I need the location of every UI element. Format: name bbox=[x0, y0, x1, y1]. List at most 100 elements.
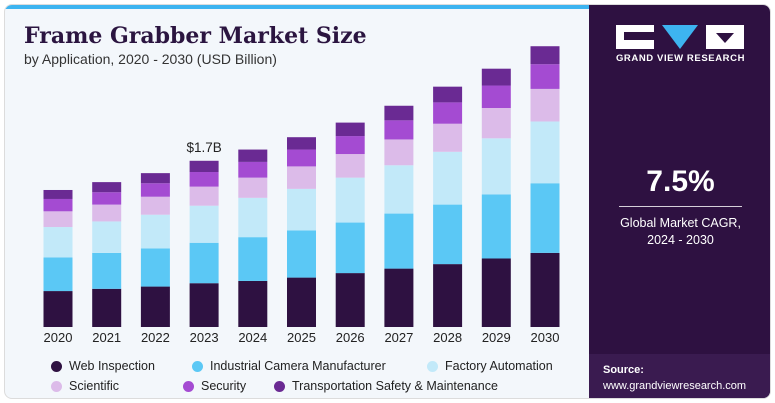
bar-segment-2021-0 bbox=[92, 288, 122, 327]
bar-segment-2030-2 bbox=[530, 121, 560, 184]
bar-segment-2029-4 bbox=[481, 85, 511, 108]
bar-segment-2025-4 bbox=[287, 149, 316, 167]
bar-segment-2030-5 bbox=[530, 46, 560, 65]
bar-segment-2026-1 bbox=[335, 222, 365, 274]
bar-segment-2027-3 bbox=[384, 139, 414, 166]
bar-segment-2028-2 bbox=[433, 151, 463, 205]
bar-segment-2029-2 bbox=[481, 138, 511, 195]
bar-segment-2024-3 bbox=[238, 177, 268, 198]
bar-segment-2022-5 bbox=[140, 173, 170, 184]
legend-label: Security bbox=[201, 379, 247, 393]
x-tick-label: 2029 bbox=[482, 330, 511, 345]
divider bbox=[619, 206, 742, 207]
bar-segment-2022-0 bbox=[140, 286, 170, 327]
bar-segment-2023-2 bbox=[189, 205, 219, 243]
x-tick-label: 2027 bbox=[384, 330, 413, 345]
bar-segment-2028-1 bbox=[433, 204, 463, 265]
brand-panel: GRAND VIEW RESEARCH 7.5% Global Market C… bbox=[589, 5, 770, 398]
bar-segment-2020-5 bbox=[43, 189, 73, 199]
legend-label: Industrial Camera Manufacturer bbox=[210, 359, 386, 373]
cagr-label-line1: Global Market CAGR, bbox=[620, 216, 741, 230]
x-tick-label: 2030 bbox=[531, 330, 560, 345]
bar-segment-2023-0 bbox=[189, 283, 219, 327]
cagr-label: Global Market CAGR, 2024 - 2030 bbox=[589, 215, 770, 249]
bar-segment-2022-3 bbox=[140, 196, 170, 215]
legend-label: Web Inspection bbox=[69, 359, 155, 373]
source-link[interactable]: www.grandviewresearch.com bbox=[603, 380, 747, 392]
bar-segment-2029-1 bbox=[481, 194, 511, 259]
bar-segment-2026-0 bbox=[335, 273, 365, 327]
legend-swatch bbox=[274, 380, 285, 392]
legend-swatch bbox=[51, 360, 62, 372]
legend-label: Scientific bbox=[69, 379, 120, 393]
x-tick-label: 2026 bbox=[336, 330, 365, 345]
bar-segment-2029-3 bbox=[481, 108, 511, 139]
cagr-label-line2: 2024 - 2030 bbox=[647, 233, 714, 247]
bar-segment-2020-3 bbox=[43, 211, 73, 228]
x-tick-label: 2028 bbox=[433, 330, 462, 345]
bar-segment-2029-0 bbox=[481, 258, 511, 327]
bar-segment-2023-4 bbox=[189, 172, 219, 187]
cagr-value: 7.5% bbox=[646, 165, 715, 198]
bar-segment-2025-3 bbox=[287, 166, 316, 189]
bar-segment-2022-2 bbox=[140, 214, 170, 249]
legend-item: Factory Automation bbox=[427, 359, 553, 373]
bar-segment-2022-1 bbox=[140, 248, 170, 287]
chart-panel: Frame Grabber Market Size by Application… bbox=[5, 5, 589, 398]
bar-segment-2021-2 bbox=[92, 221, 122, 253]
legend-item: Security bbox=[183, 379, 246, 393]
bar-segment-2027-1 bbox=[384, 213, 414, 269]
bar-segment-2022-4 bbox=[140, 183, 170, 197]
legend-item: Scientific bbox=[51, 379, 119, 393]
source-block: Source: www.grandviewresearch.com bbox=[589, 354, 770, 398]
bar-segment-2026-5 bbox=[335, 122, 365, 137]
source-label: Source: bbox=[603, 364, 644, 376]
bar-segment-2030-0 bbox=[530, 252, 560, 327]
bar-segment-2020-0 bbox=[43, 291, 73, 327]
infographic-card: Frame Grabber Market Size by Application… bbox=[4, 4, 771, 399]
legend-swatch bbox=[51, 380, 62, 392]
bar-segment-2026-2 bbox=[335, 177, 365, 223]
bar-segment-2021-5 bbox=[92, 182, 122, 193]
bar-segment-2024-1 bbox=[238, 237, 268, 281]
gvr-logo-icon bbox=[616, 25, 744, 49]
legend-item: Web Inspection bbox=[51, 359, 155, 373]
bar-segment-2025-1 bbox=[287, 230, 316, 278]
bar-segment-2028-3 bbox=[433, 123, 463, 152]
bar-segment-2028-4 bbox=[433, 102, 463, 124]
bar-segment-2029-5 bbox=[481, 68, 511, 86]
bar-segment-2027-4 bbox=[384, 120, 414, 140]
x-tick-label: 2023 bbox=[190, 330, 219, 345]
legend-swatch bbox=[183, 380, 194, 392]
bar-segment-2030-1 bbox=[530, 183, 560, 253]
page-title: Frame Grabber Market Size bbox=[24, 23, 367, 49]
bar-segment-2023-1 bbox=[189, 242, 219, 284]
x-tick-label: 2020 bbox=[44, 330, 73, 345]
bar-segment-2027-5 bbox=[384, 105, 414, 121]
bar-segment-2023-5 bbox=[189, 160, 219, 173]
accent-stripe bbox=[5, 5, 589, 9]
legend-label: Transportation Safety & Maintenance bbox=[292, 379, 498, 393]
bar-segment-2030-4 bbox=[530, 64, 560, 89]
bar-segment-2026-3 bbox=[335, 154, 365, 178]
bar-segment-2024-5 bbox=[238, 149, 268, 162]
bar-segment-2023-3 bbox=[189, 186, 219, 206]
bar-segment-2021-1 bbox=[92, 252, 122, 289]
legend-swatch bbox=[427, 360, 438, 372]
data-label: $1.7B bbox=[186, 140, 221, 155]
x-tick-label: 2024 bbox=[238, 330, 267, 345]
bar-segment-2027-2 bbox=[384, 165, 414, 214]
bar-segment-2025-5 bbox=[287, 137, 316, 150]
bar-segment-2020-4 bbox=[43, 198, 73, 212]
x-tick-label: 2025 bbox=[287, 330, 316, 345]
bar-segment-2025-0 bbox=[287, 277, 316, 327]
x-tick-label: 2022 bbox=[141, 330, 170, 345]
stacked-bar-chart: 2020 2021 2022 $1.7B 2023 2024 2025 2026 2027 202… bbox=[43, 46, 560, 345]
bar-segment-2024-0 bbox=[238, 280, 268, 327]
bar-segment-2027-0 bbox=[384, 268, 414, 327]
bar-segment-2020-1 bbox=[43, 257, 73, 292]
x-tick-label: 2021 bbox=[92, 330, 121, 345]
bar-segment-2028-0 bbox=[433, 264, 463, 327]
bar-segment-2021-3 bbox=[92, 204, 122, 222]
legend-item: Industrial Camera Manufacturer bbox=[192, 359, 386, 373]
